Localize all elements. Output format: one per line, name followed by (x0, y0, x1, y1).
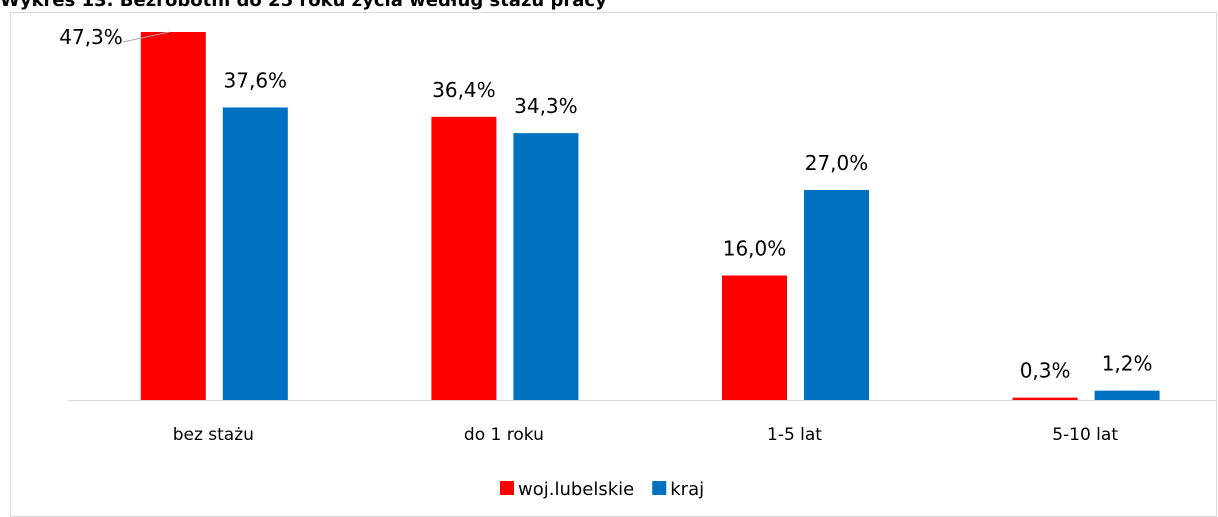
legend-label: woj.lubelskie (518, 479, 634, 500)
legend-swatch (500, 481, 514, 495)
bar (140, 32, 206, 400)
leader-line (122, 31, 170, 43)
bar (804, 189, 869, 400)
bar (722, 275, 787, 400)
chart-title: Wykres 13. Bezrobotni do 25 roku życia w… (0, 0, 607, 11)
data-label: 1,2% (1102, 352, 1153, 376)
data-label: 27,0% (805, 151, 869, 175)
bar (513, 133, 579, 400)
bar (1094, 390, 1160, 400)
data-label: 0,3% (1020, 359, 1071, 383)
x-tick-label: do 1 roku (464, 425, 544, 445)
bar (222, 107, 288, 401)
data-label: 47,3% (59, 25, 123, 49)
data-label: 36,4% (432, 78, 496, 102)
data-label: 16,0% (723, 237, 787, 261)
data-label: 34,3% (514, 94, 578, 118)
data-label: 37,6% (224, 68, 288, 92)
x-tick-label: bez stażu (173, 425, 254, 445)
legend-swatch (652, 481, 667, 495)
bar (1012, 397, 1078, 400)
x-tick-label: 1-5 lat (767, 425, 822, 445)
legend-label: kraj (670, 479, 704, 500)
x-tick-label: 5-10 lat (1052, 425, 1118, 445)
bar (431, 116, 497, 401)
